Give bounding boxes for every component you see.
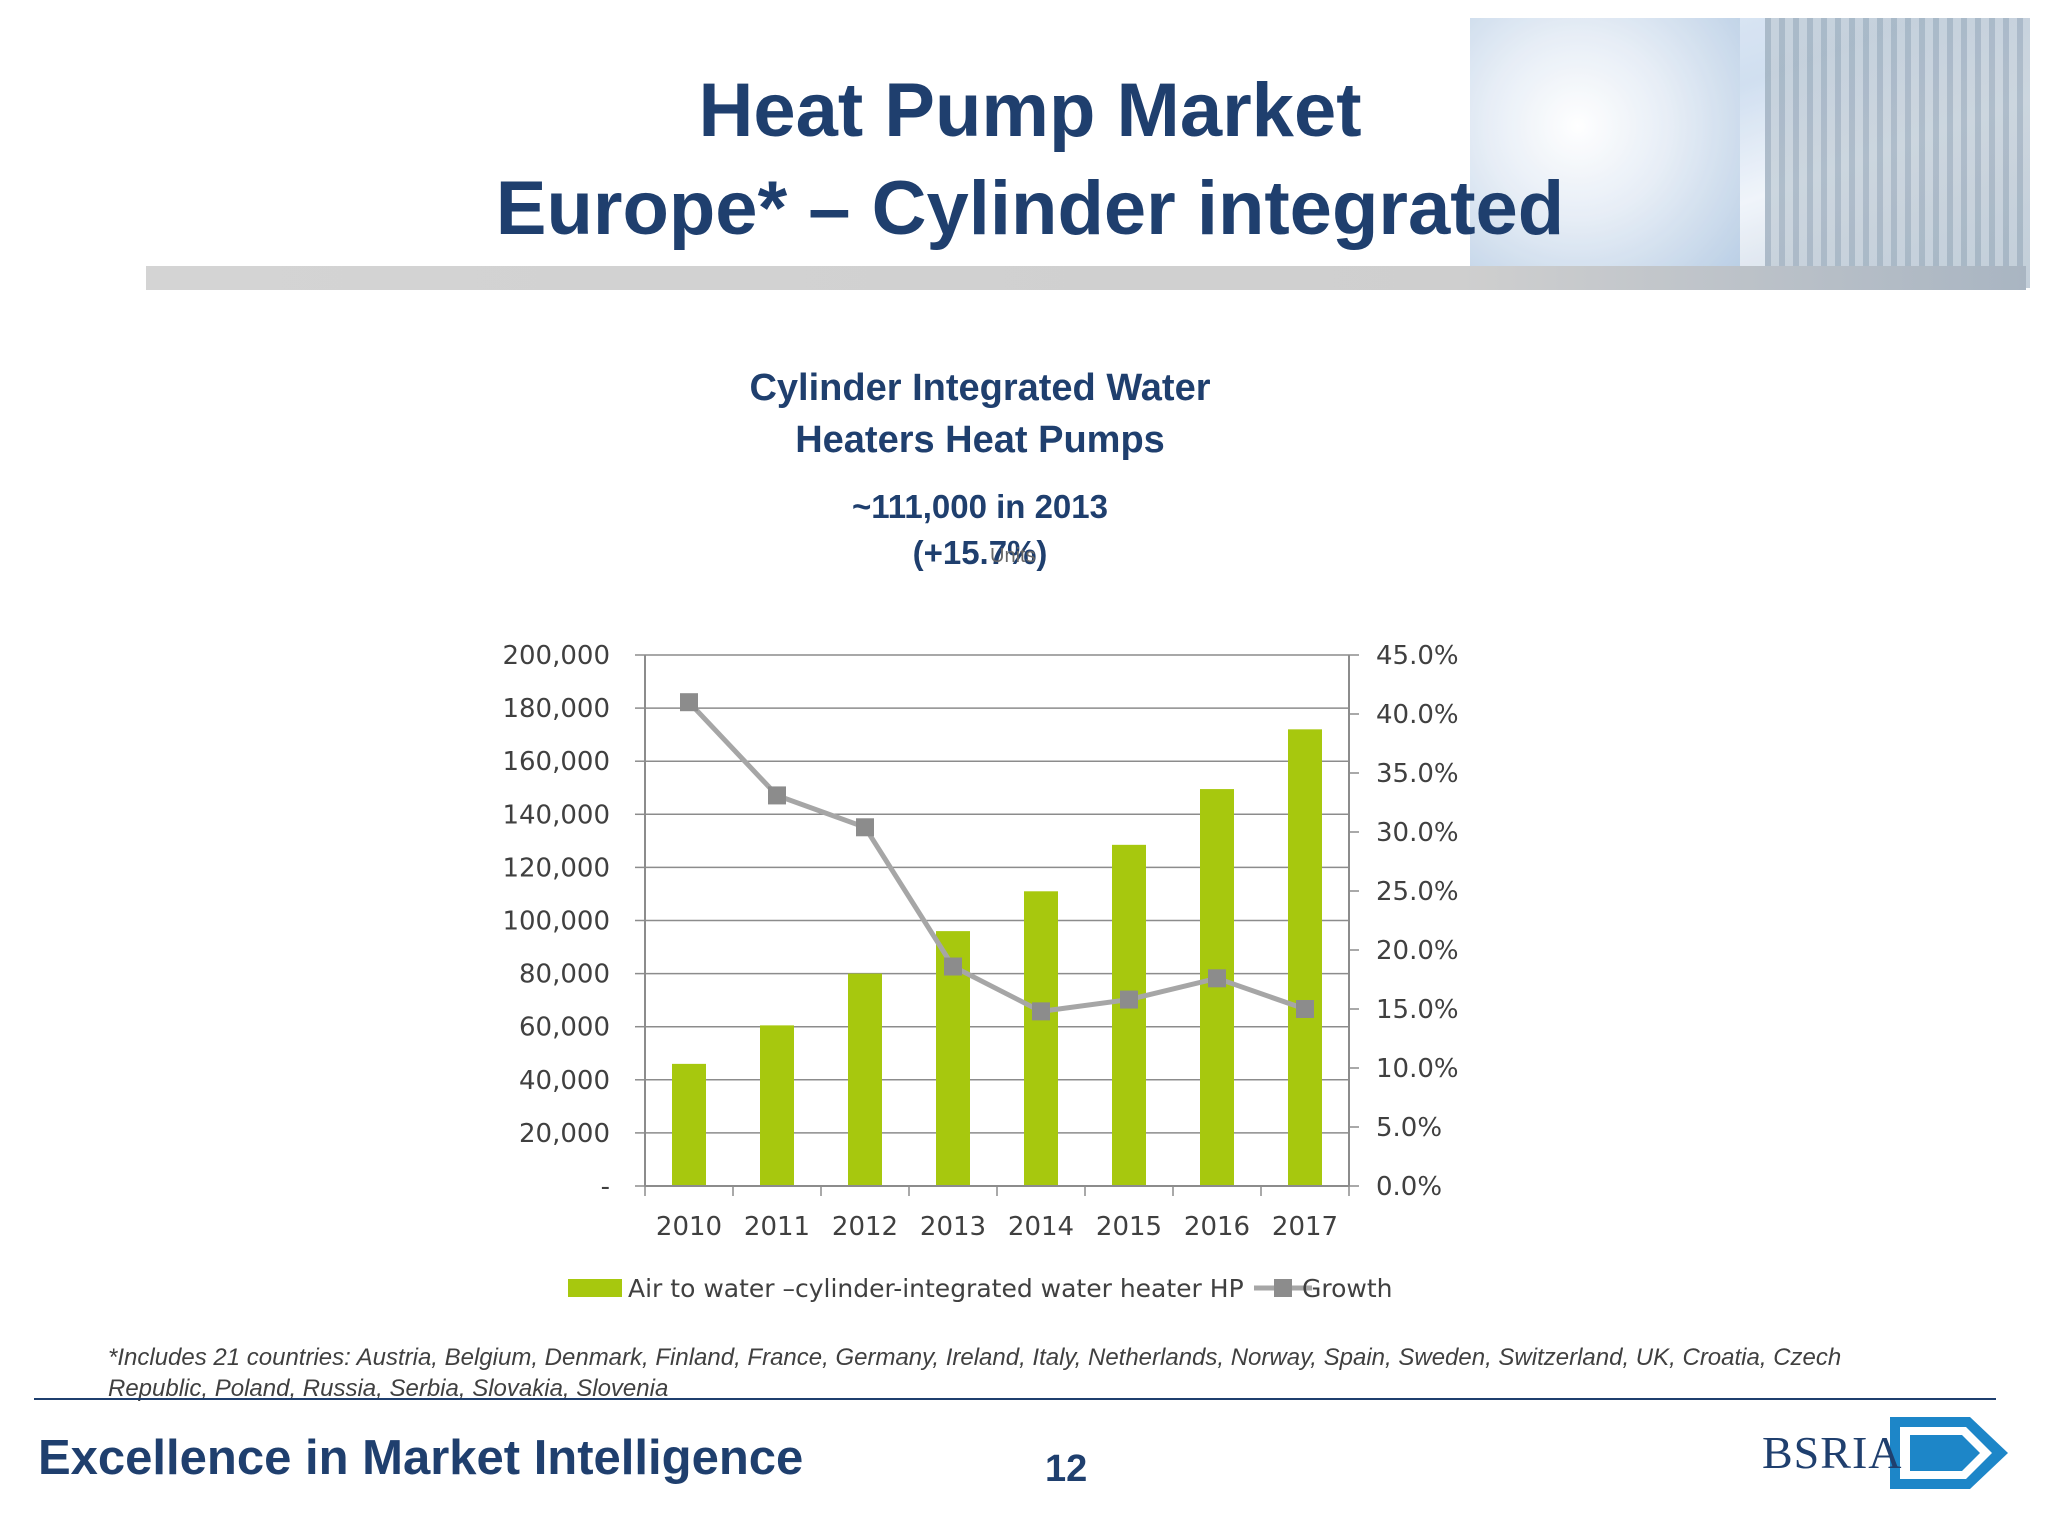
legend-swatch-marker: [1274, 1279, 1292, 1297]
y-right-tick-label: 35.0%: [1376, 759, 1459, 789]
footer-rule: [34, 1398, 1996, 1400]
legend-swatch-bar: [568, 1279, 622, 1297]
y-left-tick-label: 140,000: [502, 800, 610, 830]
y-right-tick-label: 10.0%: [1376, 1054, 1459, 1084]
y-right-tick-label: 30.0%: [1376, 818, 1459, 848]
y-left-tick-label: 200,000: [502, 641, 610, 671]
legend-label-line: Growth: [1302, 1274, 1393, 1303]
title-line-1: Heat Pump Market: [698, 68, 1362, 153]
subtitle-line-2: Heaters Heat Pumps: [795, 419, 1165, 461]
page-number: 12: [1045, 1448, 1088, 1490]
skyscraper-image: [1765, 18, 2030, 288]
y-left-tick-label: 60,000: [519, 1013, 610, 1043]
bar-2011: [760, 1025, 794, 1186]
footnote: *Includes 21 countries: Austria, Belgium…: [108, 1342, 1988, 1404]
chart-stat: ~111,000 in 2013 (+15.7%): [600, 484, 1360, 576]
growth-marker-2016: [1208, 969, 1226, 988]
growth-marker-2013: [944, 957, 962, 976]
subtitle-line-1: Cylinder Integrated Water: [749, 367, 1211, 409]
bar-2012: [848, 973, 882, 1186]
x-tick-label: 2012: [832, 1212, 898, 1242]
y-left-tick-label: 80,000: [519, 960, 610, 990]
y-left-tick-label: 20,000: [519, 1119, 610, 1149]
bar-2015: [1112, 844, 1146, 1186]
header-banner-image: [1470, 18, 2030, 288]
unit-label: Units: [990, 545, 1036, 567]
slide-title: Heat Pump Market Europe* – Cylinder inte…: [380, 62, 1680, 258]
y-right-tick-label: 20.0%: [1376, 936, 1459, 966]
x-tick-label: 2014: [1008, 1212, 1074, 1242]
y-left-tick-label: 160,000: [502, 747, 610, 777]
title-line-2: Europe* – Cylinder integrated: [495, 166, 1565, 251]
growth-marker-2012: [856, 818, 874, 837]
growth-line: [687, 700, 1306, 1014]
combo-chart: - 20,000 40,000 60,000 80,000 100,000 120,000 1…: [502, 641, 1459, 1303]
y-right-tick-label: 0.0%: [1376, 1172, 1442, 1202]
bar-2016: [1200, 789, 1234, 1186]
y-right-tick-label: 5.0%: [1376, 1113, 1442, 1143]
x-tick-label: 2017: [1272, 1212, 1338, 1242]
growth-marker-2017: [1296, 1000, 1314, 1018]
growth-marker-2015: [1120, 990, 1138, 1009]
y-right-tick-label: 15.0%: [1376, 995, 1459, 1025]
y-left-tick-label: -: [601, 1172, 610, 1202]
x-tick-label: 2015: [1096, 1212, 1162, 1242]
y-left-tick-label: 40,000: [519, 1066, 610, 1096]
footnote-line-2: Republic, Poland, Russia, Serbia, Slovak…: [108, 1375, 669, 1402]
y-left-tick-label: 100,000: [502, 907, 610, 937]
y-right-tick-label: 25.0%: [1376, 877, 1459, 907]
chart-subtitle: Cylinder Integrated Water Heaters Heat P…: [600, 362, 1360, 466]
y-left-tick-label: 180,000: [502, 694, 610, 724]
growth-marker-2011: [768, 786, 786, 805]
bsria-logo: [1890, 1417, 2008, 1489]
legend-label-bar: Air to water –cylinder-integrated water …: [628, 1274, 1244, 1303]
x-tick-label: 2011: [744, 1212, 810, 1242]
growth-marker-2014: [1032, 1002, 1050, 1021]
x-tick-label: 2013: [920, 1212, 986, 1242]
stat-line-1: ~111,000 in 2013: [852, 488, 1108, 525]
bar-2014: [1024, 891, 1058, 1186]
header-divider-bar: [146, 266, 2026, 290]
growth-marker-2010: [680, 693, 698, 712]
y-right-tick-label: 45.0%: [1376, 641, 1459, 671]
footer-tagline: Excellence in Market Intelligence: [38, 1431, 804, 1485]
x-tick-label: 2010: [656, 1212, 722, 1242]
y-right-tick-label: 40.0%: [1376, 700, 1459, 730]
x-tick-label: 2016: [1184, 1212, 1250, 1242]
footnote-line-1: *Includes 21 countries: Austria, Belgium…: [108, 1344, 1842, 1371]
bar-2017: [1288, 729, 1322, 1186]
bar-2010: [672, 1063, 706, 1186]
y-left-tick-label: 120,000: [502, 853, 610, 883]
stat-line-2: (+15.7%): [912, 534, 1048, 571]
world-map-image: [1470, 18, 1740, 288]
logo-text: BSRIA: [1762, 1427, 1903, 1478]
